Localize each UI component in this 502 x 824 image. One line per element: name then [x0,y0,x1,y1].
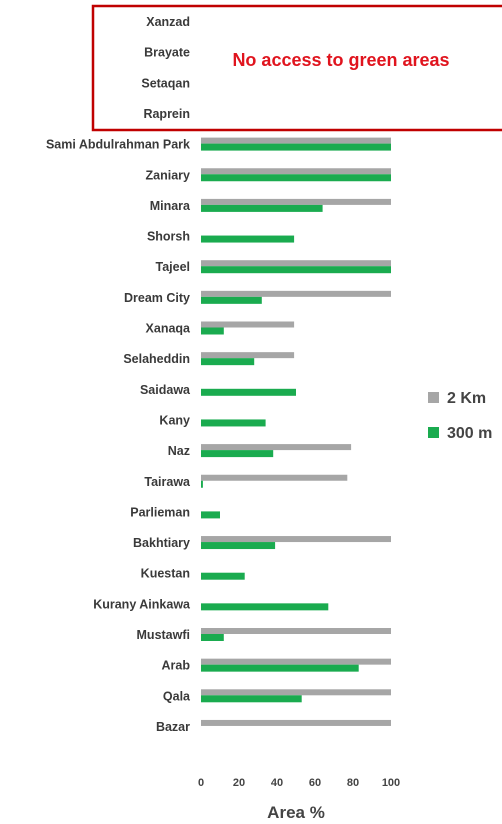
bar-300-m-zaniary [201,174,391,182]
category-label-brayate: Brayate [144,46,190,60]
category-label-mustawfi: Mustawfi [137,628,190,642]
legend-swatch-2-km [428,392,439,403]
bar-300-m-naz [201,450,274,458]
bar-2-km-dream-city [201,290,391,297]
category-label-parlieman: Parlieman [130,505,190,519]
bar-300-m-qala [201,695,302,703]
x-tick-label-80: 80 [347,777,359,789]
x-axis: 0 20 40 60 80 100 [198,777,400,789]
category-label-setaqan: Setaqan [141,76,190,90]
annotation-box [91,4,502,132]
category-label-bakhtiary: Bakhtiary [133,536,190,550]
annotation-text: No access to green areas [232,50,449,70]
bar-2-km-qala [201,689,391,696]
category-label-bazar: Bazar [156,720,190,734]
category-label-kany: Kany [159,413,190,427]
bar-2-km-xanaqa [201,321,295,328]
no-access-annotation: No access to green areas [91,4,502,132]
bar-2-km-zaniary [201,168,391,175]
bar-2-km-mustawfi [201,628,391,634]
category-label-zaniary: Zaniary [146,168,191,182]
bar-300-m-xanaqa [201,327,224,335]
category-label-xanzad: Xanzad [146,15,190,29]
category-label-tajeel: Tajeel [155,260,190,274]
legend: 2 Km 300 m [428,390,492,442]
category-label-shorsh: Shorsh [147,230,190,244]
bar-300-m-sami-abdulrahman-park [201,143,391,151]
category-label-selaheddin: Selaheddin [123,352,190,366]
bar-2-km-tajeel [201,260,391,267]
bar-300-m-parlieman [201,511,220,519]
bar-300-m-kuestan [201,572,245,580]
bar-300-m-tairawa [201,480,203,488]
bar-2-km-sami-abdulrahman-park [201,137,391,144]
category-label-kurany-ainkawa: Kurany Ainkawa [93,597,191,611]
bar-2-km-minara [201,198,391,205]
bar-300-m-dream-city [201,296,262,304]
category-label-xanaqa: Xanaqa [146,322,192,336]
category-labels: Xanzad Brayate Setaqan Raprein Sami Abdulrah… [46,15,191,734]
bar-300-m-kany [201,419,266,427]
bar-2-km-bakhtiary [201,536,391,543]
legend-swatch-300-m [428,427,439,438]
bar-300-m-saidawa [201,388,296,396]
bar-300-m-mustawfi [201,634,224,641]
bars [201,137,391,726]
bar-2-km-selaheddin [201,352,295,359]
bar-2-km-bazar [201,719,391,726]
bar-300-m-selaheddin [201,358,255,366]
category-label-kuestan: Kuestan [141,567,190,581]
x-tick-label-20: 20 [233,777,245,789]
category-label-qala: Qala [163,689,191,703]
bar-2-km-naz [201,444,352,451]
x-tick-label-60: 60 [309,777,321,789]
bar-300-m-minara [201,204,323,212]
bar-2-km-arab [201,658,391,665]
x-tick-label-100: 100 [382,777,400,789]
category-label-raprein: Raprein [143,107,190,121]
category-label-arab: Arab [162,659,191,673]
category-label-naz: Naz [168,444,190,458]
x-axis-title: Area % [267,803,325,822]
category-label-minara: Minara [150,199,191,213]
category-label-saidawa: Saidawa [140,383,191,397]
bar-2-km-tairawa [201,474,348,481]
bar-300-m-arab [201,664,359,672]
x-tick-label-0: 0 [198,777,204,789]
category-label-sami-abdulrahman-park: Sami Abdulrahman Park [46,138,190,152]
bar-300-m-kurany-ainkawa [201,603,329,611]
category-label-tairawa: Tairawa [144,475,191,489]
legend-label-300-m: 300 m [447,425,492,442]
x-tick-label-40: 40 [271,777,283,789]
bar-300-m-bakhtiary [201,542,276,550]
bar-300-m-shorsh [201,235,295,243]
category-label-dream-city: Dream City [124,291,190,305]
bar-300-m-tajeel [201,266,391,274]
legend-label-2-km: 2 Km [447,390,486,407]
